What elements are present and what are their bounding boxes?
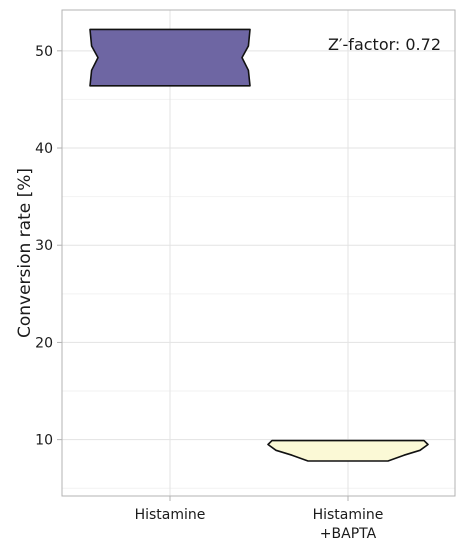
y-tick-label: 40	[35, 141, 53, 157]
violin-2	[267, 439, 429, 462]
y-tick-label: 50	[35, 44, 53, 60]
y-tick-label: 30	[35, 238, 53, 254]
violin-1	[89, 28, 251, 87]
y-axis-ticks: 10 20 30 40 50	[35, 44, 62, 449]
x-tick-label: Histamine	[135, 507, 206, 523]
y-axis-label: Conversion rate [%]	[15, 168, 35, 338]
violins	[89, 28, 429, 462]
y-tick-label: 20	[35, 335, 53, 351]
x-tick-label: Histamine +BAPTA	[313, 507, 384, 542]
plot-frame	[61, 9, 456, 497]
x-axis-ticks: Histamine Histamine +BAPTA	[135, 496, 384, 542]
y-tick-label: 10	[35, 433, 53, 449]
grid-lines	[62, 10, 455, 496]
z-factor-annotation: Z′-factor: 0.72	[328, 35, 441, 54]
